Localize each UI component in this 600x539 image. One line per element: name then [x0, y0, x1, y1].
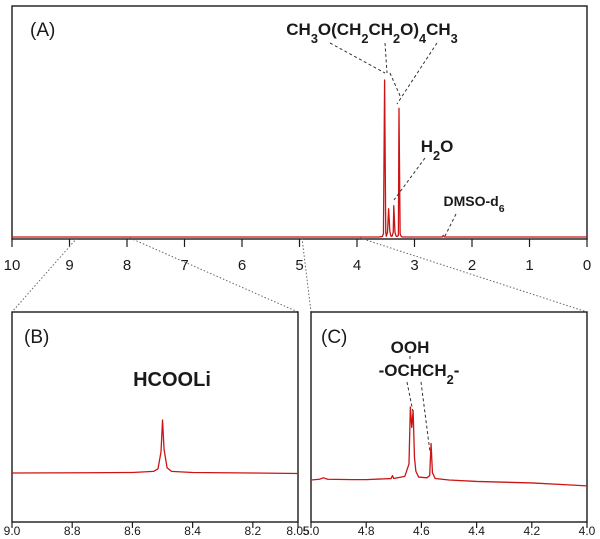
- dmso-annotation: DMSO-d6: [443, 193, 504, 215]
- x-tick-label: 9: [65, 257, 73, 274]
- zoom-line-b-right: [129, 237, 299, 313]
- zoom-line-b-left: [11, 237, 78, 313]
- ooh-annotation: OOH: [391, 338, 430, 357]
- annotation-text: CH: [368, 20, 393, 39]
- peg-leader-right: [396, 42, 438, 105]
- peg-leader-mid: [384, 42, 388, 74]
- x-tick-label: 5: [295, 257, 303, 274]
- annotation-text: HCOOLi: [133, 369, 211, 391]
- x-tick-label: 4: [353, 257, 361, 274]
- panel-a-annotations: CH3O(CH2CH2O)4CH3 H2O DMSO-d6: [286, 20, 505, 237]
- zoom-line-c-left: [301, 237, 312, 313]
- panel-c-label: (C): [321, 327, 347, 348]
- x-tick-label: 8.6: [124, 524, 141, 538]
- x-tick-label: 7: [180, 257, 188, 274]
- annotation-text: -OCHCH: [379, 361, 447, 380]
- x-tick-label: 3: [410, 257, 418, 274]
- subscript: 2: [447, 372, 454, 387]
- panel-b-spectrum-line: [11, 419, 299, 475]
- annotation-text: O): [400, 20, 419, 39]
- panel-c-spectrum-line: [310, 406, 588, 487]
- annotation-text: OOH: [391, 338, 430, 357]
- peg-leader-left: [329, 42, 386, 74]
- panel-a-label: (A): [30, 20, 55, 41]
- zoom-line-c-right: [359, 237, 588, 313]
- panel-c: (C) OOH -OCHCH2- 5.0 4.8 4.6 4.4 4.2 4.0: [303, 311, 596, 538]
- annotation-text: -: [454, 361, 460, 380]
- panel-a-x-ticks: 10 9 8 7 6 5 4 3 2 1 0: [4, 239, 591, 274]
- x-tick-label: 1: [525, 257, 533, 274]
- x-tick-label: 4.0: [579, 524, 596, 538]
- x-tick-label: 4.4: [468, 524, 485, 538]
- dmso-leader: [444, 213, 457, 237]
- x-tick-label: 4.2: [523, 524, 540, 538]
- hcooli-annotation: HCOOLi: [133, 369, 211, 391]
- x-tick-label: 9.0: [4, 524, 21, 538]
- annotation-text: O(CH: [318, 20, 361, 39]
- x-tick-label: 4.6: [413, 524, 430, 538]
- x-tick-label: 8.4: [184, 524, 201, 538]
- subscript: 3: [311, 31, 318, 46]
- subscript: 6: [499, 203, 505, 215]
- subscript: 4: [419, 31, 427, 46]
- annotation-text: DMSO-d: [443, 193, 498, 209]
- panel-c-frame: [310, 311, 588, 523]
- panel-b-x-ticks: 9.0 8.8 8.6 8.4 8.2 8.05: [4, 522, 310, 538]
- x-tick-label: 8: [123, 257, 131, 274]
- annotation-text: O: [440, 137, 453, 156]
- panel-b: (B) HCOOLi 9.0 8.8 8.6 8.4 8.2 8.05: [4, 311, 310, 538]
- subscript: 2: [433, 148, 440, 163]
- subscript: 2: [393, 31, 400, 46]
- ochch2-annotation: -OCHCH2-: [379, 361, 460, 387]
- subscript: 3: [451, 31, 458, 46]
- annotation-text: H: [421, 137, 433, 156]
- x-tick-label: 8.05: [286, 524, 310, 538]
- peg-leader-join: [389, 72, 402, 99]
- x-tick-label: 8.8: [64, 524, 81, 538]
- x-tick-label: 0: [583, 257, 591, 274]
- subscript: 2: [361, 31, 368, 46]
- peg-annotation: CH3O(CH2CH2O)4CH3: [286, 20, 458, 46]
- c-leader-right: [420, 381, 431, 453]
- annotation-text: CH: [426, 20, 451, 39]
- x-tick-label: 5.0: [303, 524, 320, 538]
- panel-a-spectrum-line: [12, 79, 587, 238]
- zoom-connectors: [11, 237, 588, 313]
- x-tick-label: 8.2: [244, 524, 261, 538]
- h2o-annotation: H2O: [421, 137, 454, 163]
- panel-a: (A) 10 9 8 7 6 5 4 3 2 1 0 CH3O(CH2CH2O)4CH3 H2O D…: [4, 5, 591, 274]
- x-tick-label: 4.8: [358, 524, 375, 538]
- x-tick-label: 6: [238, 257, 246, 274]
- panel-b-label: (B): [24, 327, 49, 348]
- panel-c-x-ticks: 5.0 4.8 4.6 4.4 4.2 4.0: [303, 522, 596, 538]
- x-tick-label: 10: [4, 257, 21, 274]
- x-tick-label: 2: [468, 257, 476, 274]
- annotation-text: CH: [286, 20, 311, 39]
- panel-b-frame: [11, 311, 299, 523]
